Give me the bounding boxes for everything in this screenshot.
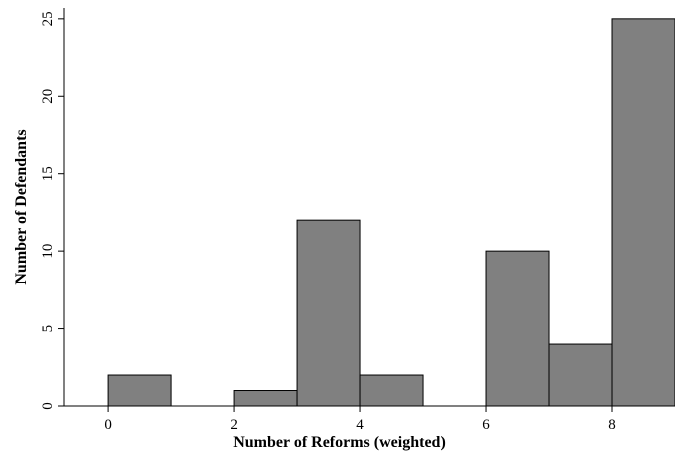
histogram-bar	[296, 219, 361, 407]
histogram-bar	[548, 343, 613, 407]
y-tick-label: 0	[40, 402, 56, 410]
x-tick-label: 4	[356, 417, 364, 433]
y-tick-label: 10	[40, 244, 56, 259]
x-axis-title: Number of Reforms (weighted)	[233, 434, 446, 451]
x-tick-label: 2	[230, 417, 238, 433]
axes-group	[63, 8, 675, 407]
x-ticks-group: 0 2 4 6 8	[104, 406, 616, 433]
histogram-bar	[107, 374, 172, 407]
x-tick-label: 0	[104, 417, 112, 433]
bars-group	[107, 18, 675, 407]
histogram-bar	[485, 250, 550, 407]
y-axis-title: Number of Defendants	[13, 129, 30, 284]
x-tick-label: 8	[608, 417, 616, 433]
y-ticks-group: 0 5 10 15 20 25	[40, 11, 64, 410]
y-tick-label: 5	[40, 325, 56, 333]
x-tick-label: 6	[482, 417, 490, 433]
y-tick-label: 25	[40, 11, 56, 26]
y-tick-label: 15	[40, 166, 56, 181]
y-tick-label: 20	[40, 89, 56, 104]
histogram-bar	[233, 390, 298, 407]
histogram-bar	[359, 374, 424, 407]
histogram-bar	[611, 18, 675, 407]
